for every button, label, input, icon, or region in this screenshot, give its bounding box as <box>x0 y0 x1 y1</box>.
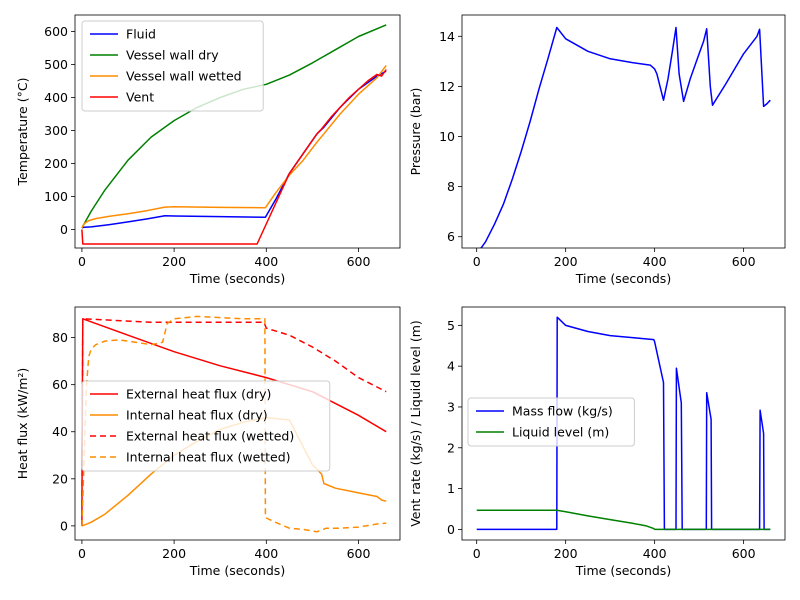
legend-entry-label: Liquid level (m) <box>512 425 609 440</box>
y-tick-label: 60 <box>52 377 68 392</box>
x-tick-label: 200 <box>554 254 578 269</box>
x-axis-label: Time (seconds) <box>189 271 285 286</box>
series-line-3 <box>81 315 387 533</box>
y-axis-label: Pressure (bar) <box>408 88 423 176</box>
x-tick-label: 0 <box>473 254 481 269</box>
y-tick-label: 10 <box>439 129 455 144</box>
legend-entry-label: Vessel wall dry <box>126 48 219 63</box>
x-tick-label: 0 <box>78 546 86 561</box>
legend-entry-label: Internal heat flux (dry) <box>126 408 268 423</box>
legend-entry-label: External heat flux (dry) <box>126 387 271 402</box>
y-tick-label: 0 <box>60 518 68 533</box>
x-tick-label: 0 <box>473 546 481 561</box>
y-tick-label: 5 <box>447 318 455 333</box>
y-tick-label: 3 <box>447 399 455 414</box>
x-tick-label: 600 <box>347 254 371 269</box>
y-tick-label: 200 <box>44 156 68 171</box>
y-tick-label: 100 <box>44 189 68 204</box>
x-tick-label: 200 <box>554 546 578 561</box>
heat-flux-chart: 0 200 400 600 0 20 40 60 80 Time (seconds) Heat fl… <box>15 306 401 578</box>
y-tick-label: 80 <box>52 330 68 345</box>
y-tick-label: 400 <box>44 90 68 105</box>
y-tick-label: 20 <box>52 471 68 486</box>
legend-entry-label: Internal heat flux (wetted) <box>126 450 291 465</box>
temperature-chart: 0 200 400 600 0 100 200 300 400 500 600 Time (secon… <box>15 14 401 286</box>
y-tick-label: 2 <box>447 440 455 455</box>
y-tick-label: 6 <box>447 229 455 244</box>
legend-entry-label: External heat flux (wetted) <box>126 429 294 444</box>
series-line-2 <box>81 65 387 229</box>
y-tick-label: 0 <box>447 522 455 537</box>
x-tick-label: 400 <box>643 254 667 269</box>
legend-entry-label: Mass flow (kg/s) <box>512 404 613 419</box>
series-line-0 <box>476 316 771 531</box>
series-line-1 <box>476 509 771 531</box>
y-tick-label: 14 <box>439 29 455 44</box>
legend-box <box>81 380 331 472</box>
x-tick-label: 400 <box>254 546 278 561</box>
legend-box <box>81 20 264 112</box>
y-tick-label: 8 <box>447 179 455 194</box>
x-tick-label: 0 <box>78 254 86 269</box>
y-tick-label: 600 <box>44 24 68 39</box>
vent-rate-chart: 0 200 400 600 0 1 2 3 4 5 Time (seconds) Vent rate … <box>408 306 786 578</box>
axes-frame <box>461 14 786 249</box>
pressure-chart: 0 200 400 600 6 8 10 12 14 Time (seconds) Pressure… <box>408 14 786 286</box>
legend: External heat flux (dry) Internal heat fl… <box>81 380 331 472</box>
x-tick-label: 600 <box>732 546 756 561</box>
y-axis-label: Heat flux (kW/m²) <box>15 368 30 480</box>
legend-entry-label: Vent <box>126 90 154 105</box>
x-axis-label: Time (seconds) <box>575 271 671 286</box>
legend-box <box>467 397 635 447</box>
y-tick-label: 40 <box>52 424 68 439</box>
x-tick-label: 600 <box>732 254 756 269</box>
legend-entry-label: Fluid <box>126 27 156 42</box>
x-tick-label: 400 <box>254 254 278 269</box>
legend: Fluid Vessel wall dry Vessel wall wetted Ve… <box>81 20 264 112</box>
axes-frame <box>461 306 786 541</box>
y-tick-label: 12 <box>439 79 455 94</box>
legend-entry-label: Vessel wall wetted <box>126 69 242 84</box>
series-line-3 <box>81 69 387 245</box>
y-tick-label: 0 <box>60 222 68 237</box>
series-line-2 <box>81 318 387 526</box>
x-tick-label: 200 <box>162 254 186 269</box>
x-tick-label: 200 <box>162 546 186 561</box>
legend: Mass flow (kg/s) Liquid level (m) <box>467 397 635 447</box>
y-tick-label: 4 <box>447 359 455 374</box>
axes-frame <box>74 306 401 541</box>
x-axis-label: Time (seconds) <box>189 563 285 578</box>
y-tick-label: 1 <box>447 481 455 496</box>
y-axis-label: Vent rate (kg/s) / Liquid level (m) <box>408 320 423 527</box>
series-line-0 <box>478 26 771 248</box>
x-tick-label: 600 <box>347 546 371 561</box>
x-tick-label: 400 <box>643 546 667 561</box>
x-axis-label: Time (seconds) <box>575 563 671 578</box>
y-tick-label: 300 <box>44 123 68 138</box>
y-axis-label: Temperature (°C) <box>15 78 30 187</box>
axes-frame <box>74 14 401 249</box>
y-tick-label: 500 <box>44 57 68 72</box>
